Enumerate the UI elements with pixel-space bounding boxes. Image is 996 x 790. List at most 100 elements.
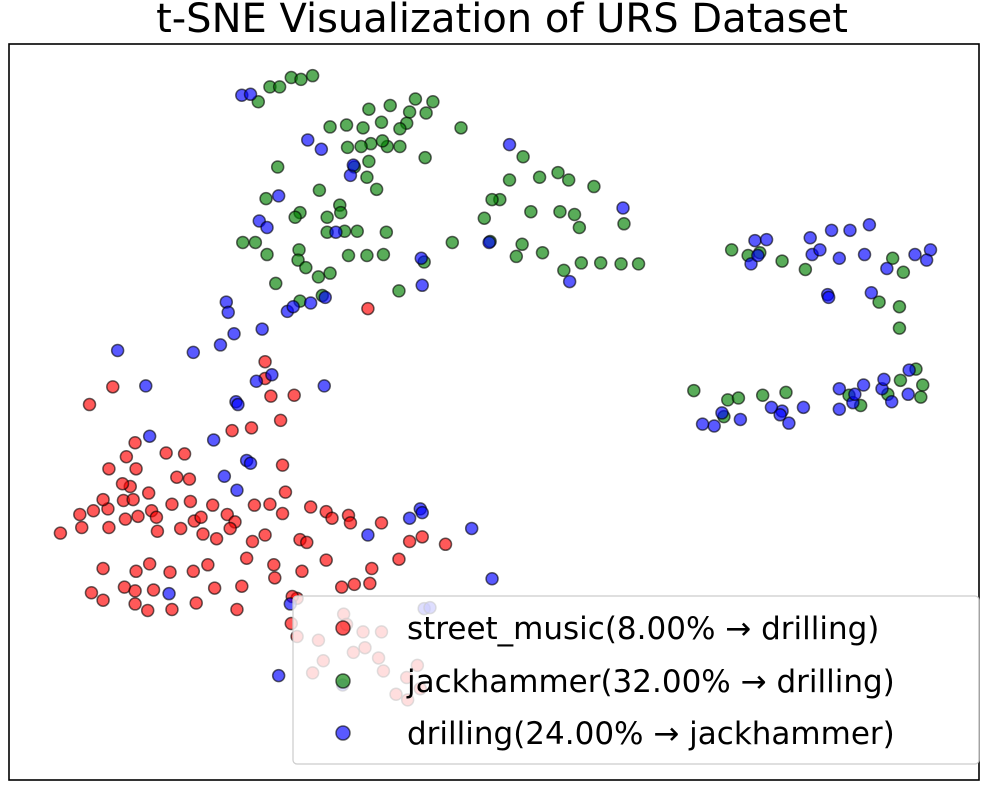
scatter-point-street-music xyxy=(128,584,142,598)
scatter-point-jackhammer xyxy=(272,80,287,94)
scatter-point-drilling xyxy=(230,483,244,498)
scatter-point-street-music xyxy=(363,576,377,591)
scatter-point-jackhammer xyxy=(350,224,364,239)
scatter-point-jackhammer xyxy=(323,120,337,134)
scatter-point-jackhammer xyxy=(572,220,587,235)
scatter-point-drilling xyxy=(231,397,245,412)
scatter-point-jackhammer xyxy=(288,210,302,225)
scatter-point-drilling xyxy=(414,251,428,266)
scatter-point-street-music xyxy=(128,597,142,611)
chart-title: t-SNE Visualization of URS Dataset xyxy=(156,0,848,42)
scatter-point-jackhammer xyxy=(402,105,417,119)
scatter-point-street-music xyxy=(264,389,278,403)
scatter-point-drilling xyxy=(314,142,329,157)
scatter-point-street-music xyxy=(361,301,375,316)
scatter-point-jackhammer xyxy=(574,256,589,270)
scatter-point-street-music xyxy=(235,579,249,593)
scatter-point-street-music xyxy=(163,565,177,579)
scatter-point-drilling xyxy=(303,296,318,310)
scatter-point-drilling xyxy=(217,469,232,484)
scatter-point-jackhammer xyxy=(587,179,601,194)
scatter-point-street-music xyxy=(263,497,277,511)
scatter-point-drilling xyxy=(796,400,811,415)
scatter-point-jackhammer xyxy=(775,254,789,268)
scatter-point-street-music xyxy=(96,593,110,607)
scatter-point-street-music xyxy=(402,534,417,549)
scatter-point-jackhammer xyxy=(779,385,793,400)
scatter-point-jackhammer xyxy=(369,182,384,197)
scatter-point-street-music xyxy=(207,581,222,595)
scatter-point-drilling xyxy=(139,379,153,393)
scatter-point-jackhammer xyxy=(593,256,608,270)
scatter-point-street-music xyxy=(392,552,406,566)
scatter-point-drilling xyxy=(707,419,721,433)
scatter-point-jackhammer xyxy=(535,245,550,260)
scatter-point-street-music xyxy=(131,509,145,524)
scatter-point-street-music xyxy=(177,447,192,461)
scatter-point-drilling xyxy=(142,429,157,443)
scatter-point-jackhammer xyxy=(892,321,907,335)
scatter-point-street-music xyxy=(245,534,260,549)
scatter-point-drilling xyxy=(748,233,762,248)
scatter-point-jackhammer xyxy=(532,170,547,184)
scatter-point-street-music xyxy=(223,521,237,536)
scatter-point-jackhammer xyxy=(885,251,900,266)
scatter-point-street-music xyxy=(268,571,282,585)
scatter-point-jackhammer xyxy=(354,139,368,154)
scatter-point-drilling xyxy=(856,378,871,392)
scatter-point-jackhammer xyxy=(755,388,770,402)
scatter-point-street-music xyxy=(170,470,184,484)
scatter-point-street-music xyxy=(278,485,293,499)
scatter-point-street-music xyxy=(182,472,197,486)
scatter-point-jackhammer xyxy=(236,235,250,250)
scatter-point-drilling xyxy=(243,87,258,102)
scatter-point-street-music xyxy=(319,553,333,567)
legend-marker-jackhammer xyxy=(335,673,351,689)
scatter-point-jackhammer xyxy=(724,243,739,257)
scatter-point-drilling xyxy=(901,387,915,402)
scatter-point-jackhammer xyxy=(892,299,907,314)
legend-marker-drilling xyxy=(335,725,351,741)
scatter-point-drilling xyxy=(821,290,836,305)
scatter-point-drilling xyxy=(361,528,375,542)
scatter-point-street-music xyxy=(239,551,254,566)
scatter-point-street-music xyxy=(150,524,165,539)
scatter-point-drilling xyxy=(695,417,710,431)
scatter-point-jackhammer xyxy=(445,235,460,250)
scatter-point-jackhammer xyxy=(872,295,886,309)
scatter-point-jackhammer xyxy=(509,249,524,264)
scatter-point-street-music xyxy=(244,421,259,435)
scatter-point-street-music xyxy=(118,512,133,526)
scatter-point-drilling xyxy=(213,338,228,352)
scatter-point-jackhammer xyxy=(323,266,337,280)
scatter-point-drilling xyxy=(402,511,417,525)
scatter-point-street-music xyxy=(273,413,288,428)
scatter-point-street-music xyxy=(53,526,68,540)
scatter-point-drilling xyxy=(562,274,577,289)
legend-label-drilling: drilling(24.00% → jackhammer) xyxy=(407,716,895,752)
scatter-point-jackhammer xyxy=(516,149,530,164)
scatter-point-jackhammer xyxy=(260,247,274,262)
scatter-point-drilling xyxy=(162,586,176,601)
scatter-point-jackhammer xyxy=(614,257,628,271)
scatter-point-drilling xyxy=(260,220,274,235)
scatter-point-street-music xyxy=(196,527,210,541)
scatter-point-drilling xyxy=(186,345,201,360)
scatter-point-jackhammer xyxy=(375,134,390,148)
scatter-point-jackhammer xyxy=(418,150,432,165)
scatter-point-jackhammer xyxy=(339,118,354,132)
scatter-point-jackhammer xyxy=(408,92,423,106)
scatter-point-drilling xyxy=(227,326,241,341)
scatter-point-drilling xyxy=(286,299,300,314)
scatter-point-jackhammer xyxy=(305,68,320,83)
scatter-point-jackhammer xyxy=(379,225,394,239)
scatter-point-street-music xyxy=(96,492,110,507)
scatter-point-jackhammer xyxy=(362,102,376,116)
scatter-point-drilling xyxy=(464,521,479,536)
scatter-point-street-music xyxy=(119,449,134,464)
scatter-point-drilling xyxy=(908,247,922,262)
scatter-point-street-music xyxy=(73,507,87,522)
scatter-point-street-music xyxy=(287,388,301,402)
scatter-point-street-music xyxy=(183,494,198,509)
